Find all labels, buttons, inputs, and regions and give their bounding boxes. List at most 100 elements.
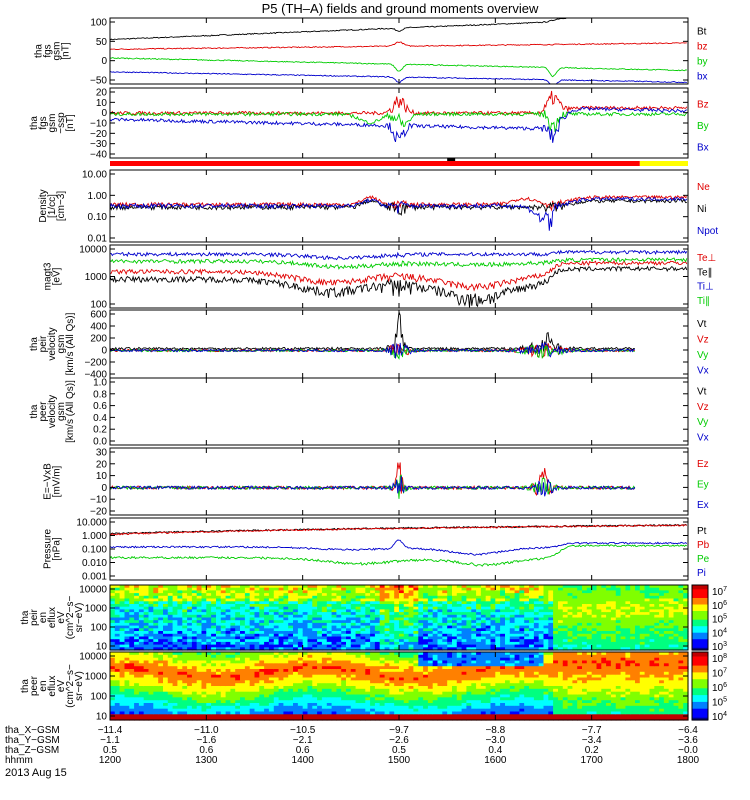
p3-ytick-label: 1.00 (88, 191, 108, 202)
p8-ytick-label: 0.001 (82, 572, 107, 583)
p8-series-0 (109, 523, 688, 535)
p4-ytick-label: 1000 (85, 272, 108, 283)
p4-legend-1: Te∥ (697, 267, 713, 278)
p10-heatmap (110, 652, 689, 721)
p9-ytick-label: 10 (96, 642, 108, 653)
p1-legend-0: Bt (697, 27, 707, 38)
ephem-row-label: tha_Y−GSM (5, 735, 60, 746)
p5-ytick-label: 400 (90, 322, 107, 333)
ephem-row-label: tha_Z−GSM (5, 745, 59, 756)
p1-series-0 (109, 17, 687, 41)
p10-ytick-label: 10000 (79, 652, 107, 663)
p5-legend-2: Vy (697, 350, 708, 361)
p4-series-0 (110, 259, 688, 292)
p2-series-2 (109, 106, 687, 143)
p5-ylabel: thapeirvelocitygsm[km/s (All Qs)] (29, 312, 76, 375)
p2-ytick-label: −30 (90, 139, 107, 150)
p8-legend-1: Pb (697, 540, 710, 551)
p3-legend-1: Ni (697, 204, 706, 215)
p2-frame (109, 87, 689, 159)
mode-bar-red (110, 161, 640, 166)
panel-p10: 108 107 106 105 104 10000 1000 100 10 thapeerenef… (20, 651, 727, 723)
ephem-value: −1.6 (196, 735, 216, 746)
p3-legend-2: Npot (697, 226, 718, 237)
p1-series-3 (109, 70, 687, 85)
date-label: 2013 Aug 15 (5, 767, 67, 779)
p6-ytick-label: 0.2 (93, 425, 107, 436)
p6-ytick-label: 0.8 (93, 389, 107, 400)
p1-ytick-label: −50 (90, 76, 107, 87)
p5-ytick-label: −400 (84, 370, 107, 381)
p4-ylabel: magt3[eV] (43, 262, 63, 290)
ephem-value: 0.5 (103, 745, 117, 756)
p1-series-2 (109, 57, 687, 78)
p6-ytick-label: 1.0 (93, 378, 107, 389)
ephem-value: 1500 (388, 755, 411, 766)
p5-ytick-label: −200 (84, 358, 107, 369)
p3-ytick-label: 0.01 (88, 234, 108, 245)
p8-ytick-label: 0.100 (82, 545, 107, 556)
p2-ytick-label: −20 (90, 129, 107, 140)
p6-legend-3: Vx (697, 432, 709, 443)
p1-legend-2: by (697, 57, 708, 68)
p2-ytick-label: 10 (96, 98, 108, 109)
p2-ylabel: thafgsgsm−ssp[nT] (29, 112, 76, 134)
mode-bar-yellow (639, 161, 688, 166)
p10-colorbar: 108 107 106 105 104 (691, 651, 727, 723)
p1-ytick-label: 0 (101, 56, 107, 67)
panel-p8: 10.000 1.000 0.100 0.010 0.001 Pressure[nPa] P… (43, 517, 710, 583)
ephem-value: −3.6 (678, 735, 698, 746)
p9-heatmap (110, 585, 689, 651)
ephem-value: −6.4 (678, 725, 698, 736)
p1-ytick-label: 50 (96, 37, 108, 48)
p8-ylabel: Pressure[nPa] (43, 529, 63, 569)
p4-ytick-label: 10000 (79, 245, 107, 256)
p8-ytick-label: 1.000 (82, 531, 107, 542)
ephem-value: 1200 (99, 755, 122, 766)
p6-ytick-label: 0.6 (93, 401, 107, 412)
ephem-value: −2.6 (389, 735, 409, 746)
panel-p6: 1.00.80.60.40.20.0 thapeervelocitygsm[km/… (29, 377, 709, 448)
p6-legend-1: Vz (697, 402, 709, 413)
p8-series-3 (109, 539, 688, 556)
p3-ytick-label: 10.00 (82, 170, 107, 181)
ephem-value: 0.5 (392, 745, 406, 756)
ephem-value: 1600 (484, 755, 507, 766)
ephem-value: −2.1 (293, 735, 313, 746)
p7-legend-2: Ex (697, 500, 709, 511)
ephemeris-table: tha_X−GSM −11.4 −11.0 −10.5 −9.7 −8.8 −7.7 −6.4… (5, 725, 700, 766)
ephem-row-label: tha_X−GSM (5, 725, 60, 736)
panels: 100500−50thafgsgsm[nT]Btbzbybx20100−10−2… (20, 17, 727, 723)
p4-legend-3: Ti∥ (697, 296, 710, 307)
ephem-value: −8.8 (485, 725, 505, 736)
p4-series-3 (109, 257, 688, 270)
p8-legend-3: Pi (697, 568, 706, 579)
p7-series-2 (109, 476, 636, 497)
panel-p3: 10.00 1.00 0.10 0.01 Density[1/cc][cm−3] Ne Ni… (38, 169, 718, 245)
p7-ytick-label: −10 (90, 495, 107, 506)
ephem-value: 0.6 (296, 745, 310, 756)
p5-legend-3: Vx (697, 365, 709, 376)
p9-colorbar-label: 105 (712, 614, 727, 626)
p2-ytick-label: 20 (96, 88, 108, 99)
p2-ytick-label: 0 (101, 108, 107, 119)
ephem-value: −7.7 (582, 725, 602, 736)
p8-series-2 (109, 544, 688, 567)
p1-ylabel: thafgsgsm[nT] (34, 42, 72, 61)
p10-colorbar-label: 104 (712, 711, 727, 723)
p2-series-0 (109, 90, 688, 116)
p9-ytick-label: 10000 (79, 585, 107, 596)
p5-series-3 (110, 342, 635, 359)
mode-bar (110, 158, 688, 166)
p5-ytick-label: 0 (101, 346, 107, 357)
p1-legend-3: bx (697, 72, 708, 83)
mode-bar-marker (447, 158, 456, 161)
ephem-value: −1.1 (100, 735, 120, 746)
p3-ytick-label: 0.10 (88, 212, 108, 223)
ephem-value: 0.4 (488, 745, 502, 756)
p9-colorbar-label: 107 (712, 586, 727, 598)
p8-series-1 (109, 523, 687, 536)
p10-colorbar-label: 108 (712, 653, 727, 665)
